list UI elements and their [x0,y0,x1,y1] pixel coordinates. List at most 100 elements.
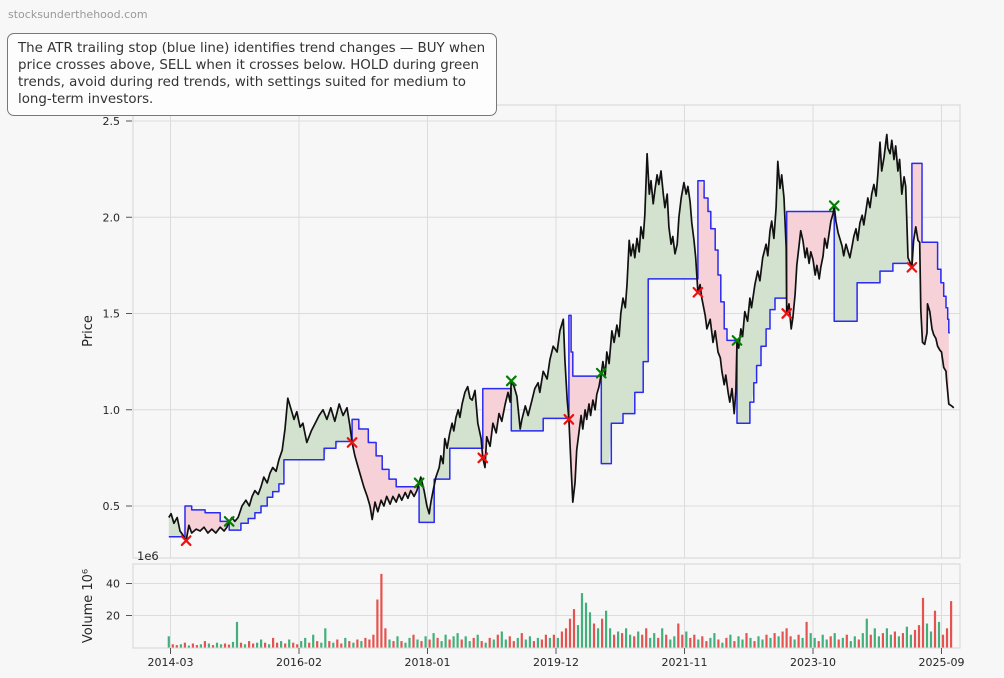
volume-bar [725,637,728,648]
volume-bar [448,639,451,648]
volume-bar [167,636,170,648]
volume-bar [500,631,503,648]
volume-bar [857,639,860,648]
sell-marker [180,535,192,547]
volume-bar [789,636,792,648]
volume-bar [316,641,319,648]
buy-marker [595,367,607,379]
volume-bar [733,641,736,648]
volume-bar [195,645,198,648]
volume-bar [950,601,953,648]
volume-bar [769,637,772,648]
x-tick-label: 2019-12 [533,656,579,669]
price-axis-label: Price [81,315,96,347]
volume-bar [215,642,219,648]
volume-bar [284,643,287,648]
volume-bar [777,636,780,648]
volume-bar [592,623,596,648]
volume-bar [276,642,279,648]
volume-bar [264,642,267,648]
volume-bar [713,633,716,648]
volume-bar [749,637,752,648]
volume-bar [729,634,732,648]
volume-bar [364,637,367,648]
volume-tick-label: 20 [106,610,120,623]
volume-bar [376,599,379,648]
volume-bar [412,634,415,648]
volume-bar [536,637,539,648]
volume-bar [564,628,568,648]
volume-bar [424,636,427,648]
price-tick-label: 1.5 [103,308,121,321]
sell-marker [781,308,793,319]
price-panel-border [132,104,961,559]
volume-bar [328,641,331,648]
volume-bar [272,637,275,648]
volume-bar [556,637,559,648]
volume-bar [637,631,640,648]
buy-marker [828,200,840,212]
volume-bar [524,639,527,648]
volume-bar [243,644,247,648]
volume-bar [697,639,700,648]
volume-bar [408,637,411,648]
volume-bar [416,639,419,648]
price-tick-label: 2.5 [103,115,121,128]
volume-bar [717,639,720,648]
downtrend-fill [182,163,949,541]
volume-bar [885,628,888,648]
volume-bar [625,628,628,648]
volume-bar [781,631,784,648]
volume-bar [528,636,531,648]
volume-bar [921,597,925,648]
volume-bar [171,644,174,648]
volume-bar [741,639,744,648]
volume-bar [239,642,243,648]
volume-bar [460,639,463,648]
volume-bar [568,618,572,648]
volume-bar [761,639,764,648]
volume-bar [853,636,856,648]
volume-bar [512,641,515,648]
volume-bar [737,636,740,648]
volume-bar [917,625,921,648]
volume-bar [681,634,684,648]
buy-marker [413,477,425,489]
volume-bar [324,628,327,648]
volume-bar [336,639,339,648]
volume-bar [484,642,487,648]
volume-bar [901,633,904,648]
volume-bar [380,573,383,648]
volume-bar [805,621,808,648]
x-tick-label: 2016-02 [276,656,322,669]
volume-bar [941,634,945,648]
volume-bar [813,637,816,648]
volume-bar [869,634,872,648]
volume-bar [825,639,828,648]
volume-bar [913,629,917,648]
volume-tick-label: 40 [106,578,120,591]
annotation-box: The ATR trailing stop (blue line) identi… [7,33,497,117]
volume-bar [905,626,908,648]
uptrend-fill [168,134,910,537]
volume-bar [472,637,475,648]
volume-bar [292,642,295,648]
volume-bar [492,639,495,648]
volume-bar [701,636,704,648]
volume-bar [909,634,912,648]
volume-bar [428,639,431,648]
volume-bar [657,637,660,648]
volume-bar [496,634,499,648]
volume-bar [231,641,235,648]
volume-bar [248,641,251,648]
volume-bar [649,637,652,648]
volume-bar [689,637,692,648]
volume-bar [745,633,748,648]
volume-bar [621,633,624,648]
volume-bar [837,639,840,648]
volume-bar [753,641,756,648]
volume-bar [504,639,507,648]
volume-bar [633,636,636,648]
sell-marker [346,437,358,448]
